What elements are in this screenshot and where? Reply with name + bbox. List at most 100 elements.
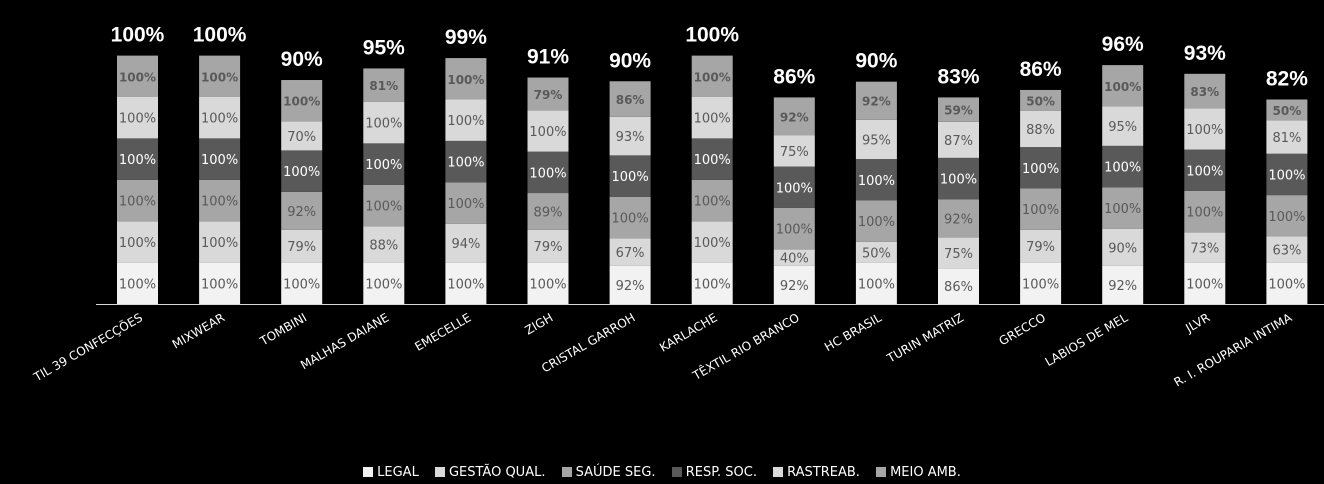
category-label: JLVR [1182, 310, 1212, 335]
data-label: 89% [534, 205, 563, 220]
data-label: 40% [780, 252, 809, 267]
legend-swatch [434, 467, 445, 477]
data-label: 79% [534, 88, 563, 102]
bar-segment [445, 223, 487, 263]
category-label: LABIOS DE MEL [1043, 310, 1131, 369]
bar-segment [1020, 229, 1062, 263]
bar-segment [1184, 262, 1226, 304]
total-label: 96% [1102, 33, 1144, 56]
data-label: 73% [1190, 241, 1219, 256]
legend-label: GESTÃO QUAL. [448, 465, 546, 480]
legend: LEGAL GESTÃO QUAL. SAÚDE SEG. RESP. SOC.… [0, 465, 1324, 480]
bar-segment [527, 262, 569, 304]
data-label: 100% [119, 236, 156, 251]
data-label: 100% [1104, 80, 1141, 94]
bar-segment [117, 138, 158, 180]
category-label: MIXWEAR [170, 310, 227, 351]
data-label: 100% [447, 114, 484, 129]
data-label: 100% [119, 277, 156, 292]
bar-segment [1266, 195, 1308, 237]
data-label: 100% [283, 277, 320, 292]
total-label: 93% [1184, 42, 1226, 65]
data-label: 75% [780, 145, 809, 160]
legend-item-resp-soc: RESP. SOC. [671, 465, 757, 480]
total-label: 100% [111, 24, 165, 47]
data-label: 92% [1108, 279, 1137, 294]
bar-segment [1184, 108, 1226, 150]
legend-swatch [363, 467, 374, 477]
bar-segment [199, 97, 241, 139]
bar-segment [938, 157, 979, 200]
data-label: 100% [1268, 210, 1305, 225]
category-label: TOMBINI [257, 310, 309, 348]
total-label: 90% [609, 49, 651, 72]
bar-segment [1184, 149, 1226, 191]
bar-segment [609, 196, 651, 239]
bar-segment [199, 138, 241, 180]
legend-item-gestao-qual: GESTÃO QUAL. [434, 465, 546, 480]
data-label: 86% [616, 93, 645, 107]
bar-segment [363, 101, 405, 144]
data-label: 100% [1022, 162, 1059, 177]
bar-segment [773, 249, 815, 266]
data-label: 100% [119, 112, 156, 127]
legend-label: RESP. SOC. [685, 465, 757, 480]
bar-segment [445, 182, 487, 224]
bar-segment [1020, 110, 1062, 148]
bar-segment [1102, 106, 1144, 146]
legend-item-rastreab: RASTREAB. [773, 465, 860, 480]
data-label: 100% [365, 158, 402, 173]
bar-segment [363, 262, 405, 304]
data-label: 100% [1104, 202, 1141, 217]
data-label: 92% [780, 110, 809, 124]
data-label: 100% [529, 125, 566, 140]
data-label: 100% [201, 277, 238, 292]
data-label: 79% [1026, 240, 1055, 255]
category-label: KARLACHE [657, 310, 720, 354]
total-label: 90% [855, 50, 897, 73]
bar-segment [773, 265, 815, 304]
bar-segment [1102, 265, 1144, 304]
data-label: 100% [201, 112, 238, 127]
bar-segment [609, 155, 651, 197]
legend-swatch [671, 467, 682, 477]
bar-segment [855, 159, 897, 201]
data-label: 100% [1104, 161, 1141, 176]
bar-segment [1266, 262, 1308, 304]
bar-segment [855, 262, 897, 304]
data-label: 100% [119, 70, 156, 84]
data-label: 100% [1186, 123, 1223, 138]
bar-segment [855, 200, 897, 242]
data-label: 88% [369, 238, 398, 253]
data-label: 100% [529, 166, 566, 181]
data-label: 100% [858, 174, 895, 189]
legend-swatch [773, 467, 784, 477]
bar-segment [691, 97, 733, 139]
data-label: 100% [858, 215, 895, 230]
bar-segment [527, 193, 569, 230]
data-label: 100% [283, 165, 320, 180]
bar-segment [773, 135, 815, 167]
bar-segment [855, 119, 897, 160]
data-label: 100% [1186, 206, 1223, 221]
legend-item-saude-seg: SAÚDE SEG. [561, 465, 656, 480]
total-label: 86% [773, 65, 815, 88]
data-label: 95% [1108, 120, 1137, 135]
bar-segment [527, 229, 569, 263]
data-label: 100% [694, 70, 731, 84]
bar-segment [773, 166, 815, 208]
bar-segment [773, 97, 815, 136]
data-label: 100% [694, 236, 731, 251]
bar-segment [281, 150, 323, 192]
category-label: HC BRASIL [822, 310, 884, 354]
data-label: 100% [1186, 277, 1223, 292]
bar-segment [609, 116, 651, 156]
bar-segment [199, 262, 241, 304]
data-label: 100% [201, 153, 238, 168]
data-label: 100% [283, 95, 320, 109]
data-label: 100% [447, 277, 484, 292]
data-label: 70% [287, 130, 316, 145]
data-label: 100% [1186, 164, 1223, 179]
data-label: 90% [1108, 241, 1137, 256]
